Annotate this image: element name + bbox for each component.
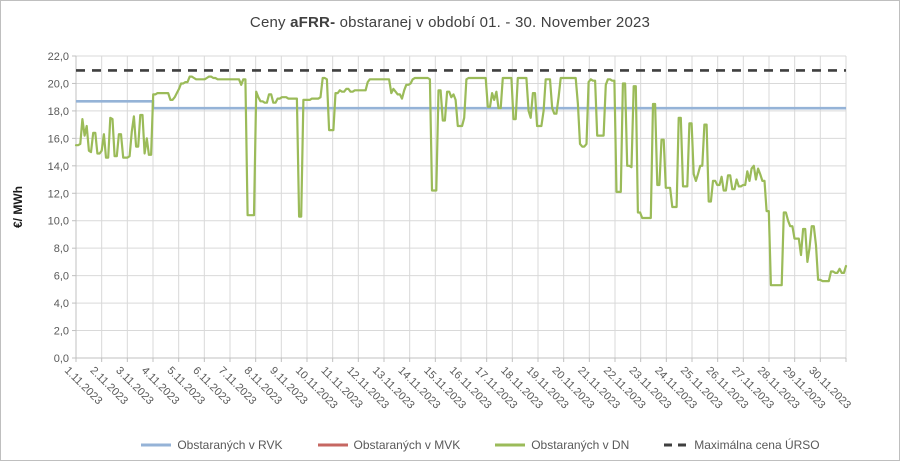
chart-title-prefix: Ceny	[249, 14, 291, 31]
svg-text:22,0: 22,0	[48, 51, 69, 63]
dn-line-icon	[495, 443, 526, 447]
svg-text:2,0: 2,0	[54, 326, 69, 338]
svg-text:10,0: 10,0	[48, 216, 69, 228]
legend-label-mvk: Obstaraných v MVK	[353, 438, 461, 452]
legend-item-urso: Maximálna cena ÚRSO	[663, 438, 820, 452]
legend-item-rvk: Obstaraných v RVK	[140, 438, 283, 452]
legend-label-urso: Maximálna cena ÚRSO	[694, 438, 820, 452]
chart-render-layer: 22,0 20,0 18,0 16,0 14,0 12,0 10,0 8,0 6,0 4,0 2,0…	[48, 51, 853, 411]
legend-item-mvk: Obstaraných v MVK	[317, 438, 461, 452]
legend-label-rvk: Obstaraných v RVK	[177, 438, 283, 452]
svg-text:18,0: 18,0	[48, 106, 69, 118]
mvk-line-icon	[317, 443, 348, 447]
legend: Obstaraných v RVK Obstaraných v MVK Obst…	[71, 438, 889, 452]
rvk-line-icon	[141, 443, 172, 447]
legend-label-dn: Obstaraných v DN	[531, 438, 630, 452]
svg-text:16,0: 16,0	[48, 133, 69, 145]
urso-dashed-line-icon	[664, 443, 689, 447]
legend-item-dn: Obstaraných v DN	[494, 438, 629, 452]
svg-text:14,0: 14,0	[48, 161, 69, 173]
svg-text:4,0: 4,0	[54, 298, 69, 310]
chart-title-bold: aFRR-	[290, 14, 336, 31]
svg-text:8,0: 8,0	[54, 243, 69, 255]
svg-text:0,0: 0,0	[54, 353, 69, 365]
y-axis-title: €/ MWh	[11, 186, 25, 228]
svg-text:12,0: 12,0	[48, 188, 69, 200]
svg-text:6,0: 6,0	[54, 271, 69, 283]
chart-title-suffix: obstaranej v období 01. - 30. November 2…	[335, 14, 651, 31]
chart-title: Ceny aFRR- obstaranej v období 01. - 30.…	[1, 14, 899, 31]
svg-text:20,0: 20,0	[48, 78, 69, 90]
